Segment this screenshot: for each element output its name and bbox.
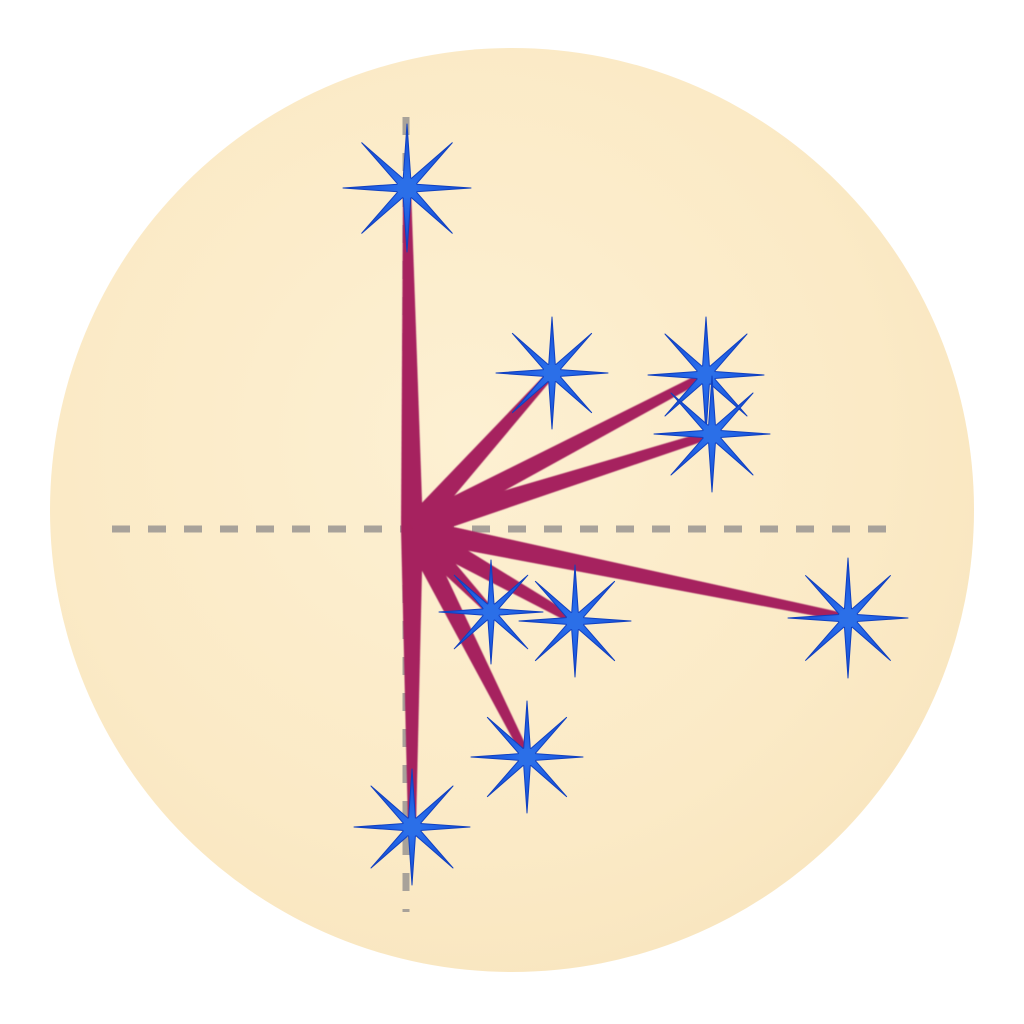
star-core-p6 — [566, 612, 584, 630]
background-disk — [50, 48, 974, 972]
star-core-p5 — [838, 608, 858, 628]
ray-p2 — [403, 370, 555, 537]
ray-p5 — [409, 518, 849, 622]
star-core-p3 — [696, 365, 716, 385]
star-core-p7 — [482, 603, 500, 621]
ray-p1 — [401, 187, 423, 530]
ray-p9 — [401, 529, 423, 827]
ray-p3 — [406, 371, 708, 539]
ray-p8 — [402, 524, 531, 759]
star-core-p4 — [702, 424, 722, 444]
star-core-p8 — [518, 748, 536, 766]
star-core-p2 — [543, 364, 561, 382]
star-core-p1 — [396, 177, 418, 199]
star-core-p9 — [402, 817, 422, 837]
ray-p4 — [408, 430, 714, 540]
star-markers-group — [342, 123, 909, 886]
